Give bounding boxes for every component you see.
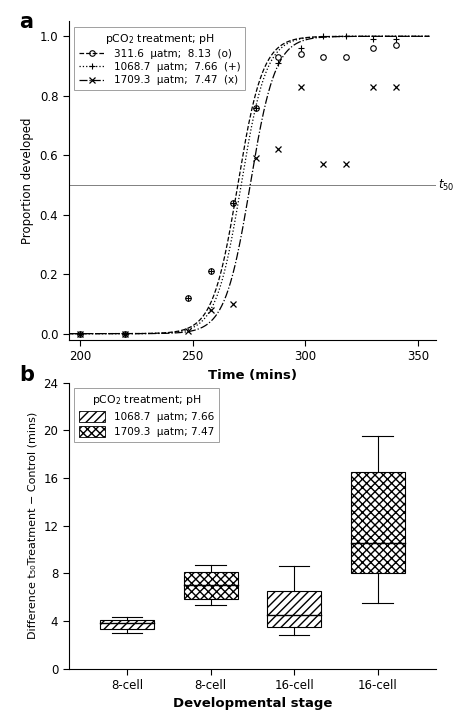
- X-axis label: Developmental stage: Developmental stage: [173, 698, 332, 711]
- Bar: [350, 472, 405, 573]
- Bar: [183, 572, 238, 599]
- Legend: 311.6  μatm;  8.13  (o), 1068.7  μatm;  7.66  (+), 1709.3  μatm;  7.47  (x): 311.6 μatm; 8.13 (o), 1068.7 μatm; 7.66 …: [74, 26, 246, 91]
- Bar: [100, 620, 155, 629]
- X-axis label: Time (mins): Time (mins): [208, 369, 297, 382]
- Y-axis label: Difference t₅₀Treatment − Control (mins): Difference t₅₀Treatment − Control (mins): [28, 412, 38, 639]
- Text: a: a: [19, 12, 33, 32]
- Text: b: b: [19, 365, 34, 385]
- Y-axis label: Proportion developed: Proportion developed: [21, 117, 34, 244]
- Text: $t_{50}$: $t_{50}$: [438, 177, 455, 192]
- Bar: [267, 591, 321, 627]
- Legend: 1068.7  μatm; 7.66, 1709.3  μatm; 7.47: 1068.7 μatm; 7.66, 1709.3 μatm; 7.47: [74, 388, 219, 442]
